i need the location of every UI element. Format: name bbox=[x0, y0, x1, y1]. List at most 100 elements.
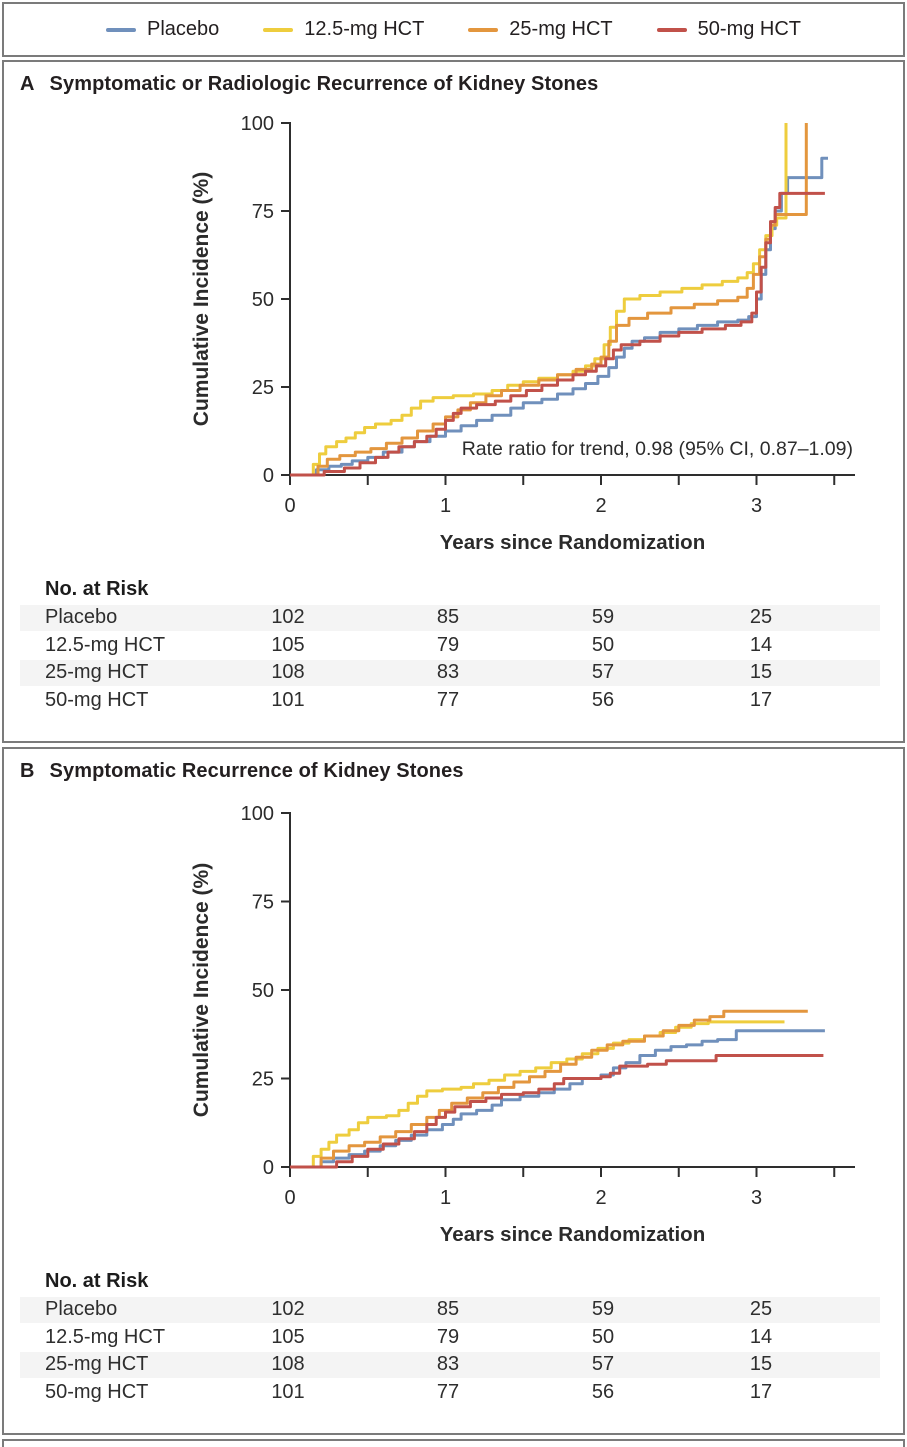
next-panel-edge bbox=[2, 1439, 905, 1447]
x-tick-label: 1 bbox=[440, 1187, 451, 1209]
risk-count: 101 bbox=[271, 688, 305, 711]
risk-count: 102 bbox=[271, 606, 305, 628]
legend-item: 12.5-mg HCT bbox=[263, 18, 424, 41]
risk-count: 15 bbox=[749, 1353, 773, 1376]
risk-table-row: 25-mg HCT 108 83 57 15 bbox=[4, 1351, 903, 1379]
legend-item: Placebo bbox=[105, 18, 219, 41]
series-line-placebo bbox=[290, 1029, 825, 1169]
row-shading bbox=[20, 1297, 880, 1323]
row-shading bbox=[20, 1352, 880, 1378]
risk-count: 15 bbox=[749, 661, 773, 684]
risk-count: 25 bbox=[749, 606, 773, 628]
series-line-50-mg-hct bbox=[290, 1054, 824, 1169]
risk-count: 102 bbox=[271, 1298, 305, 1320]
risk-count: 85 bbox=[436, 606, 460, 628]
risk-row-label: Placebo bbox=[45, 606, 118, 628]
risk-table-row: 25-mg HCT 108 83 57 15 bbox=[4, 659, 903, 687]
series-line-25-mg-hct bbox=[290, 123, 808, 477]
risk-count: 77 bbox=[436, 1380, 460, 1403]
legend-line-swatch bbox=[105, 27, 136, 32]
y-tick-label: 75 bbox=[252, 201, 274, 223]
risk-count: 85 bbox=[436, 1298, 460, 1320]
risk-count: 83 bbox=[436, 661, 460, 684]
series-lines bbox=[290, 1009, 825, 1169]
row-shading bbox=[20, 660, 880, 686]
risk-count: 108 bbox=[271, 661, 305, 684]
chart-legend: Placebo 12.5-mg HCT 25-mg HCT 50-mg HCT bbox=[2, 2, 905, 57]
row-shading bbox=[20, 605, 880, 631]
x-tick-label: 2 bbox=[595, 495, 606, 517]
panel-a-risk-table: No. at Risk Placebo 102 85 59 25 12.5-mg HCT 10… bbox=[4, 574, 903, 714]
legend-label: 12.5-mg HCT bbox=[304, 18, 425, 40]
risk-row-label: Placebo bbox=[45, 1298, 118, 1320]
risk-count: 56 bbox=[591, 688, 615, 711]
risk-count: 25 bbox=[749, 1298, 773, 1320]
risk-row-label: 50-mg HCT bbox=[45, 1380, 149, 1403]
legend-item: 50-mg HCT bbox=[656, 18, 802, 41]
x-axis-label: Years since Randomization bbox=[440, 1223, 705, 1246]
y-tick-label: 0 bbox=[263, 1157, 274, 1179]
risk-table-heading: No. at Risk bbox=[45, 1270, 149, 1292]
risk-count: 101 bbox=[271, 1380, 305, 1403]
y-axis-ticks: 0 25 50 75 100 bbox=[241, 803, 289, 1179]
risk-count: 14 bbox=[749, 633, 773, 656]
y-tick-label: 100 bbox=[241, 113, 274, 135]
risk-row-label: 12.5-mg HCT bbox=[45, 1325, 166, 1348]
risk-table-row: Placebo 102 85 59 25 bbox=[4, 1296, 903, 1324]
series-lines bbox=[290, 123, 828, 477]
panel-b: B Symptomatic Recurrence of Kidney Stone… bbox=[2, 747, 905, 1435]
series-line-12-5-mg-hct bbox=[290, 123, 788, 477]
panel-letter: A bbox=[20, 73, 35, 95]
risk-count: 79 bbox=[436, 633, 460, 656]
risk-table-row: 12.5-mg HCT 105 79 50 14 bbox=[4, 632, 903, 660]
legend-line-swatch bbox=[263, 27, 294, 32]
series-line-25-mg-hct bbox=[290, 1009, 808, 1169]
legend-line-swatch bbox=[656, 27, 687, 32]
x-tick-label: 1 bbox=[440, 495, 451, 517]
rate-ratio-annotation: Rate ratio for trend, 0.98 (95% CI, 0.87… bbox=[461, 438, 853, 460]
risk-count: 83 bbox=[436, 1353, 460, 1376]
panel-b-chart: 0 25 50 75 100 0 1 2 3 Years since Randomization C… bbox=[190, 803, 855, 1246]
risk-count: 59 bbox=[591, 606, 615, 628]
panel-b-risk-table: No. at Risk Placebo 102 85 59 25 12.5-mg HCT 10… bbox=[4, 1266, 903, 1406]
risk-table-row: 50-mg HCT 101 77 56 17 bbox=[4, 1379, 903, 1407]
x-tick-label: 0 bbox=[284, 1187, 295, 1209]
risk-table-heading: No. at Risk bbox=[45, 578, 149, 600]
risk-count: 105 bbox=[271, 1325, 305, 1348]
series-line-50-mg-hct bbox=[290, 191, 825, 477]
risk-count: 56 bbox=[591, 1380, 615, 1403]
panel-title-text: Symptomatic Recurrence of Kidney Stones bbox=[49, 760, 464, 782]
y-tick-label: 50 bbox=[252, 980, 274, 1002]
risk-count: 17 bbox=[749, 1380, 773, 1403]
legend-label: 50-mg HCT bbox=[697, 18, 802, 40]
risk-count: 50 bbox=[591, 1325, 615, 1348]
y-tick-label: 75 bbox=[252, 892, 274, 914]
panel-a-chart: 0 25 50 75 100 0 1 2 3 Years since Randomization C… bbox=[190, 113, 855, 554]
panel-letter: B bbox=[20, 760, 35, 782]
x-tick-label: 3 bbox=[751, 495, 762, 517]
y-tick-label: 25 bbox=[252, 377, 274, 399]
x-tick-label: 2 bbox=[595, 1187, 606, 1209]
risk-count: 14 bbox=[749, 1325, 773, 1348]
y-tick-label: 50 bbox=[252, 289, 274, 311]
y-tick-label: 25 bbox=[252, 1069, 274, 1091]
x-axis-label: Years since Randomization bbox=[440, 531, 705, 554]
x-tick-label: 3 bbox=[751, 1187, 762, 1209]
risk-table-row: 12.5-mg HCT 105 79 50 14 bbox=[4, 1324, 903, 1352]
risk-row-label: 12.5-mg HCT bbox=[45, 633, 166, 656]
risk-count: 57 bbox=[591, 661, 615, 684]
x-axis-ticks: 0 1 2 3 bbox=[284, 476, 836, 517]
y-tick-label: 0 bbox=[263, 465, 274, 487]
risk-table-row: 50-mg HCT 101 77 56 17 bbox=[4, 687, 903, 715]
risk-count: 108 bbox=[271, 1353, 305, 1376]
risk-table-row: Placebo 102 85 59 25 bbox=[4, 604, 903, 632]
risk-row-label: 25-mg HCT bbox=[45, 1353, 149, 1376]
panel-a-title-row: A Symptomatic or Radiologic Recurrence o… bbox=[20, 73, 598, 96]
y-axis-ticks: 0 25 50 75 100 bbox=[241, 113, 289, 487]
risk-count: 17 bbox=[749, 688, 773, 711]
panel-b-title-row: B Symptomatic Recurrence of Kidney Stone… bbox=[20, 760, 464, 783]
panel-a: A Symptomatic or Radiologic Recurrence o… bbox=[2, 60, 905, 743]
legend-label: 25-mg HCT bbox=[509, 18, 613, 40]
risk-count: 79 bbox=[436, 1325, 460, 1348]
risk-row-label: 50-mg HCT bbox=[45, 688, 149, 711]
